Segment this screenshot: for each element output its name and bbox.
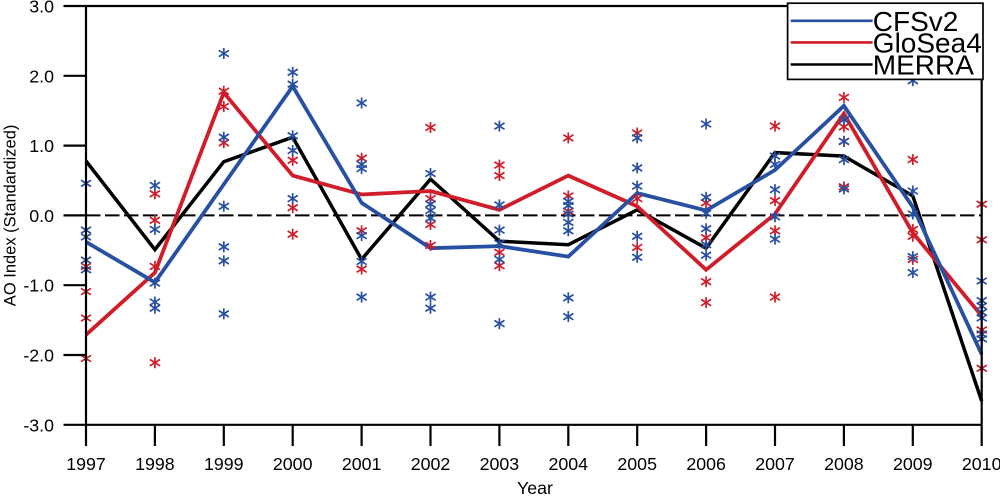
- svg-text:-3.0: -3.0: [23, 415, 54, 435]
- svg-text:2001: 2001: [342, 454, 382, 474]
- svg-text:2007: 2007: [755, 454, 795, 474]
- svg-text:AO Index (Standardized): AO Index (Standardized): [1, 125, 19, 307]
- svg-text:2.0: 2.0: [29, 66, 54, 86]
- svg-text:-1.0: -1.0: [23, 276, 54, 296]
- svg-text:2008: 2008: [824, 454, 864, 474]
- svg-text:1999: 1999: [204, 454, 244, 474]
- svg-text:2005: 2005: [617, 454, 657, 474]
- svg-text:2003: 2003: [480, 454, 520, 474]
- svg-text:2006: 2006: [686, 454, 726, 474]
- svg-text:2010: 2010: [962, 454, 1000, 474]
- svg-text:3.0: 3.0: [29, 0, 54, 17]
- svg-text:CFSv2: CFSv2: [873, 6, 959, 37]
- svg-text:-2.0: -2.0: [23, 346, 54, 366]
- svg-text:2002: 2002: [411, 454, 451, 474]
- svg-text:Year: Year: [517, 478, 553, 495]
- svg-text:2004: 2004: [549, 454, 589, 474]
- svg-text:0.0: 0.0: [29, 206, 54, 226]
- svg-text:2009: 2009: [893, 454, 933, 474]
- svg-text:1998: 1998: [135, 454, 175, 474]
- svg-text:GloSea4: GloSea4: [873, 28, 982, 59]
- svg-text:1.0: 1.0: [29, 136, 54, 156]
- svg-text:2000: 2000: [273, 454, 313, 474]
- svg-text:1997: 1997: [66, 454, 106, 474]
- svg-text:MERRA: MERRA: [873, 50, 974, 81]
